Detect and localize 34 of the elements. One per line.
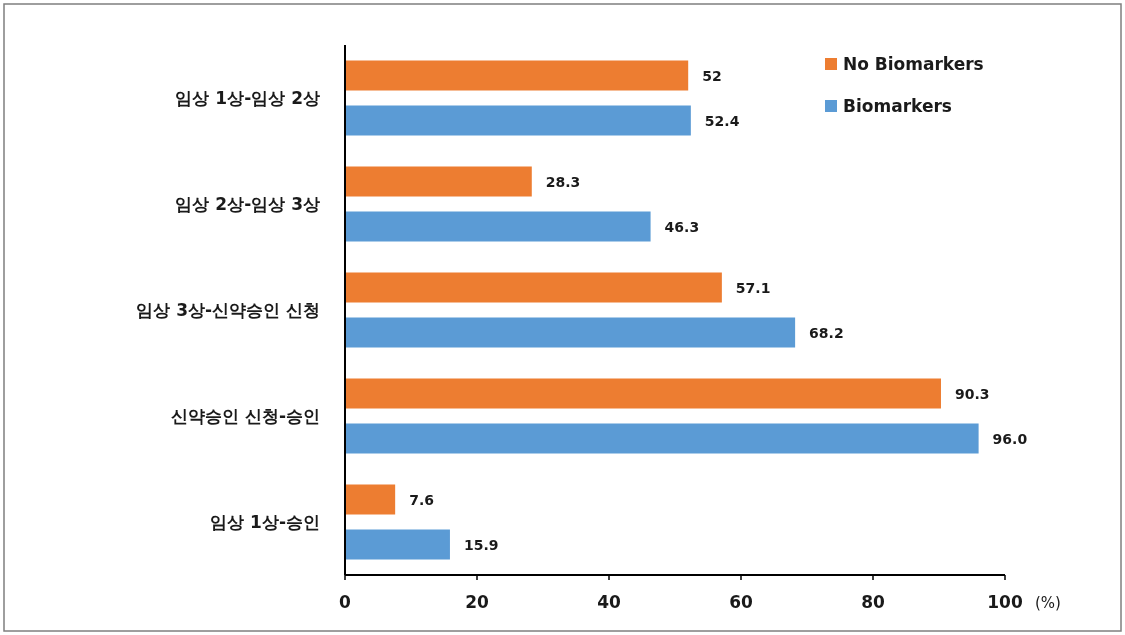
bar: [345, 484, 396, 515]
bar: [345, 423, 979, 454]
y-tick-label: 임상 1상-임상 2상: [175, 88, 320, 108]
x-tick-label: 80: [861, 592, 885, 612]
bar: [345, 529, 450, 560]
x-tick-label: 0: [339, 592, 352, 612]
data-label: 57.1: [735, 279, 771, 296]
data-label: 68.2: [809, 324, 844, 341]
bar: [345, 60, 689, 91]
data-label: 46.3: [664, 218, 700, 235]
bar: [345, 105, 691, 136]
bar: [345, 272, 722, 303]
x-tick-label: 40: [597, 592, 621, 612]
bar: [345, 317, 796, 348]
x-tick-label: 100: [987, 592, 1023, 612]
y-tick-label: 임상 2상-임상 3상: [175, 194, 320, 214]
data-label: 96.0: [992, 430, 1028, 447]
legend-label: Biomarkers: [843, 96, 952, 116]
x-tick-label: 20: [465, 592, 489, 612]
y-tick-label: 신약승인 신청-승인: [171, 406, 320, 426]
data-label: 28.3: [545, 173, 581, 190]
bar: [345, 166, 532, 197]
data-label: 52.4: [704, 112, 740, 129]
data-label: 15.9: [463, 536, 499, 553]
bar: [345, 378, 941, 409]
x-tick-label: 60: [729, 592, 753, 612]
x-axis-title: (%): [1035, 594, 1061, 612]
bar: [345, 211, 651, 242]
y-tick-label: 임상 3상-신약승인 신청: [136, 300, 320, 320]
legend-label: No Biomarkers: [843, 54, 984, 74]
data-label: 52: [702, 67, 722, 84]
data-label: 90.3: [954, 385, 990, 402]
data-label: 7.6: [409, 491, 434, 508]
y-tick-label: 임상 1상-승인: [210, 512, 320, 532]
